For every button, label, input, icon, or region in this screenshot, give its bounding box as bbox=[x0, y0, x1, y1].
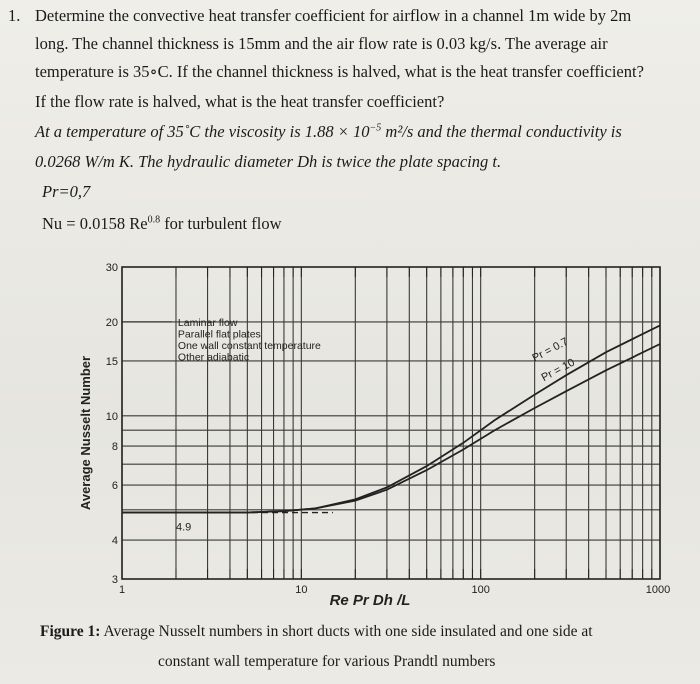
problem-line-7: Pr=0,7 bbox=[42, 182, 91, 201]
figure-caption-text: Average Nusselt numbers in short ducts w… bbox=[100, 623, 593, 640]
x-tick-label: 10 bbox=[295, 584, 307, 596]
problem-line-2: long. The channel thickness is 15mm and … bbox=[35, 34, 608, 53]
chart-frame bbox=[121, 266, 661, 580]
y-tick-label: 30 bbox=[106, 262, 118, 274]
problem-line-8: Nu = 0.0158 Re0.8 for turbulent flow bbox=[42, 212, 282, 236]
series-line-1 bbox=[122, 343, 661, 514]
chart-grid bbox=[121, 266, 661, 580]
y-tick-label: 4 bbox=[112, 535, 118, 547]
chart-curves bbox=[122, 324, 661, 514]
problem-line-5a: At a temperature of 35˚C the viscosity i… bbox=[35, 122, 370, 141]
y-tick-label: 10 bbox=[106, 411, 118, 423]
y-axis-label: Average Nusselt Number bbox=[78, 356, 93, 510]
x-axis-label: Re Pr Dh /L bbox=[330, 592, 411, 605]
problem-line-5-exponent: −5 bbox=[369, 122, 382, 134]
problem-line-5: At a temperature of 35˚C the viscosity i… bbox=[35, 120, 622, 144]
nusselt-exponent: 0.8 bbox=[147, 214, 161, 226]
nusselt-formula: Nu = 0.0158 Re bbox=[42, 214, 148, 233]
problem-line-5b: m²/s and the thermal conductivity is bbox=[381, 122, 622, 141]
annotation-line: Other adiabatic bbox=[178, 351, 249, 363]
y-tick-label: 6 bbox=[112, 480, 118, 492]
y-tick-label: 3 bbox=[112, 574, 118, 586]
y-tick-label: 8 bbox=[112, 441, 118, 453]
problem-line-1: Determine the convective heat transfer c… bbox=[35, 6, 632, 25]
x-tick-label: 1000 bbox=[646, 584, 670, 596]
annotation-line: One wall constant temperature bbox=[178, 340, 321, 352]
problem-line-6: 0.0268 W/m K. The hydraulic diameter Dh … bbox=[35, 152, 502, 171]
annotation-line: Parallel flat plates bbox=[178, 328, 261, 340]
asymptote-label: 4.9 bbox=[176, 522, 191, 534]
figure-caption-label: Figure 1: bbox=[40, 623, 101, 640]
y-tick-label: 20 bbox=[106, 317, 118, 329]
figure-caption-line-2: constant wall temperature for various Pr… bbox=[158, 653, 496, 670]
chart-minor-ticks bbox=[121, 267, 661, 579]
x-tick-label: 100 bbox=[471, 584, 489, 596]
nusselt-formula-suffix: for turbulent flow bbox=[160, 214, 282, 233]
problem-line-4: If the flow rate is halved, what is the … bbox=[35, 92, 445, 111]
nusselt-chart: 3 4 6 8 10 15 20 30 1 10 100 1000 Laminar flowParal… bbox=[78, 262, 670, 605]
x-tick-label: 1 bbox=[119, 584, 125, 596]
y-tick-label: 15 bbox=[106, 356, 118, 368]
annotation-line: Laminar flow bbox=[178, 317, 238, 329]
figure-caption-line-1: Figure 1: Average Nusselt numbers in sho… bbox=[40, 623, 593, 641]
problem-number: 1. bbox=[8, 6, 21, 25]
chart-tick-labels: 3 4 6 8 10 15 20 30 1 10 100 1000 bbox=[106, 262, 670, 596]
problem-line-3: temperature is 35∘C. If the channel thic… bbox=[35, 62, 644, 81]
